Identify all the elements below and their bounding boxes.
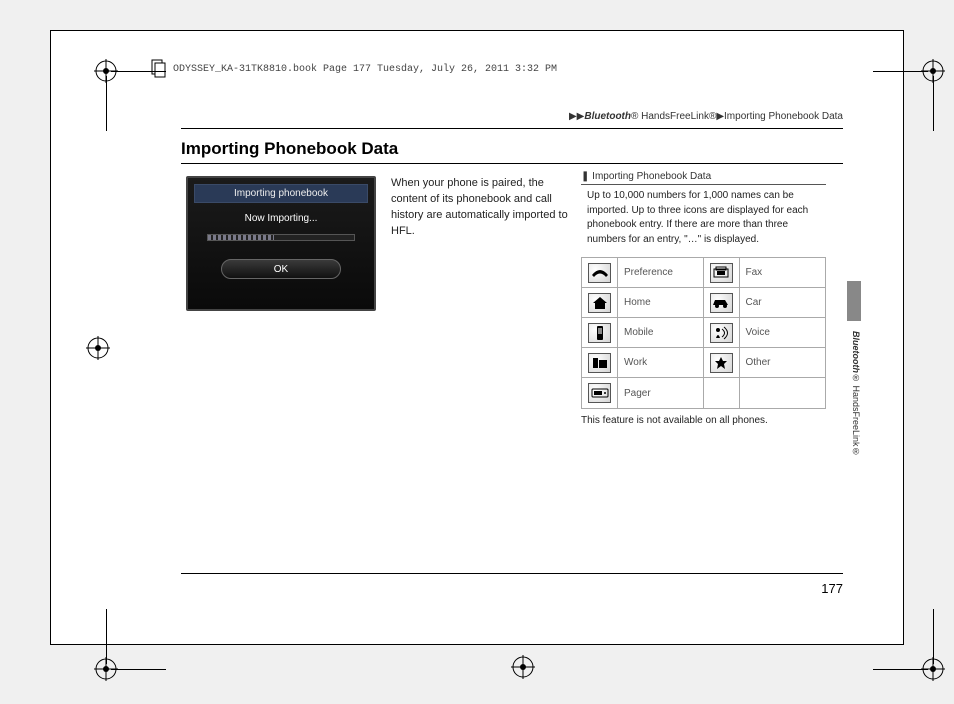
thumb-tab [847, 281, 861, 321]
breadcrumb-hfl: ® HandsFreeLink® [631, 111, 716, 122]
label-voice: Voice [740, 318, 826, 348]
label-mobile: Mobile [618, 318, 704, 348]
register-icon [921, 657, 945, 681]
register-icon [511, 655, 535, 679]
side-label-bt: Bluetooth [851, 331, 861, 373]
rule-top [181, 128, 843, 129]
print-header-text: ODYSSEY_KA-31TK8810.book Page 177 Tuesda… [173, 64, 557, 75]
icon-cell-other [704, 348, 740, 378]
mobile-icon [595, 325, 605, 341]
breadcrumb-arrow: ▶▶ [569, 111, 584, 122]
rule-title [181, 163, 843, 164]
icon-cell-mobile [582, 318, 618, 348]
icon-cell-preference [582, 258, 618, 288]
register-icon [921, 59, 945, 83]
label-other: Other [740, 348, 826, 378]
phone-icon [591, 267, 609, 279]
breadcrumb-bluetooth: Bluetooth [584, 111, 631, 122]
icon-cell-pager [582, 378, 618, 408]
icon-cell-work [582, 348, 618, 378]
star-icon [714, 356, 728, 370]
info-sidebar: ❚ Importing Phonebook Data Up to 10,000 … [581, 171, 826, 426]
side-running-label: Bluetooth® HandsFreeLink® [851, 331, 861, 457]
label-home: Home [618, 288, 704, 318]
crop-mark-bl [71, 634, 141, 704]
icon-cell-car [704, 288, 740, 318]
home-icon [592, 296, 608, 310]
screen-title: Importing phonebook [194, 184, 368, 203]
device-screen: Importing phonebook Now Importing... OK [186, 176, 376, 311]
breadcrumb: ▶▶Bluetooth® HandsFreeLink®▶Importing Ph… [569, 111, 843, 122]
crop-mark-tl [71, 36, 141, 106]
icon-cell-fax [704, 258, 740, 288]
screen-status: Now Importing... [245, 213, 318, 224]
fax-icon [712, 266, 730, 280]
side-label-rest: ® HandsFreeLink® [851, 373, 861, 457]
register-icon [86, 336, 110, 360]
label-fax: Fax [740, 258, 826, 288]
section-title: Importing Phonebook Data [181, 139, 398, 159]
icon-legend-table: Preference Fax Home Car Mobile Voice Wor… [581, 257, 826, 409]
label-preference: Preference [618, 258, 704, 288]
page-number: 177 [821, 581, 843, 596]
body-paragraph: When your phone is paired, the content o… [391, 176, 571, 240]
sidebar-text: Up to 10,000 numbers for 1,000 names can… [581, 189, 826, 247]
progress-bar [207, 234, 355, 241]
print-header: ODYSSEY_KA-31TK8810.book Page 177 Tuesda… [151, 59, 557, 79]
crop-mark-left [86, 336, 110, 365]
crop-mark-br [898, 634, 954, 704]
crop-mark-bottom [511, 655, 535, 684]
sidebar-heading: ❚ Importing Phonebook Data [581, 171, 826, 185]
rule-bottom [181, 573, 843, 574]
book-icon [151, 59, 167, 79]
breadcrumb-arrow2: ▶ [716, 111, 724, 122]
work-icon [591, 356, 609, 370]
heading-marker-icon: ❚ [581, 172, 589, 183]
car-icon [711, 297, 731, 309]
label-work: Work [618, 348, 704, 378]
ok-button[interactable]: OK [221, 259, 341, 279]
progress-fill [208, 235, 274, 240]
crop-mark-tr [898, 36, 954, 106]
voice-icon [713, 326, 729, 340]
label-pager: Pager [618, 378, 704, 408]
label-car: Car [740, 288, 826, 318]
register-icon [94, 59, 118, 83]
sidebar-heading-text: Importing Phonebook Data [592, 171, 711, 182]
icon-cell-home [582, 288, 618, 318]
sidebar-footer: This feature is not available on all pho… [581, 415, 826, 426]
icon-cell-empty [704, 378, 740, 408]
icon-cell-voice [704, 318, 740, 348]
pager-icon [591, 387, 609, 399]
breadcrumb-tail: Importing Phonebook Data [724, 111, 843, 122]
register-icon [94, 657, 118, 681]
label-empty [740, 378, 826, 408]
manual-page: ODYSSEY_KA-31TK8810.book Page 177 Tuesda… [50, 30, 904, 645]
